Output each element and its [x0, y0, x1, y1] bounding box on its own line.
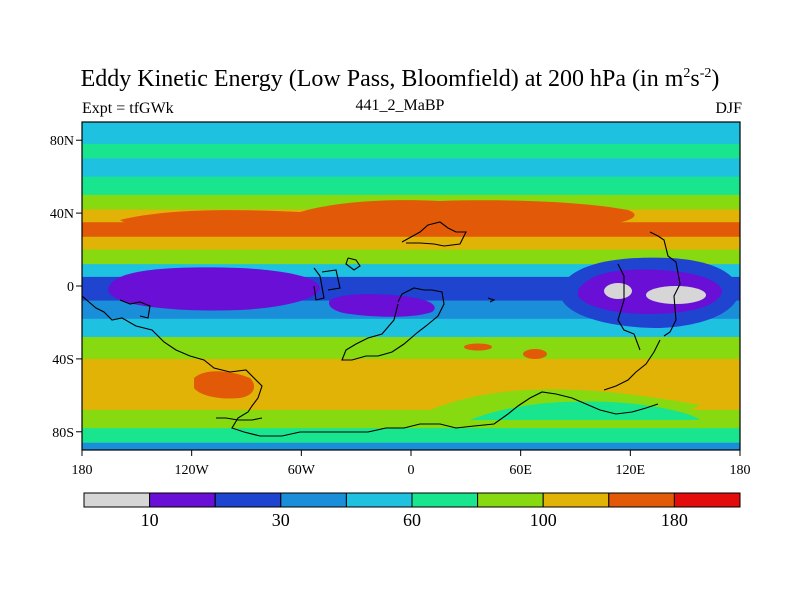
west-pacific-core-1: [604, 283, 632, 299]
sh-cyan-tongue: [470, 401, 700, 420]
colorbar-label: 60: [403, 510, 421, 530]
colorbar-swatch: [673, 492, 741, 508]
map-axes: 180 120W 60W 0 60E 120E 180 80N 40N 0 40S 80S: [50, 134, 751, 478]
tropical-min-east-pacific: [108, 267, 320, 311]
nh-storm-track-max: [120, 200, 635, 236]
colorbar-label: 30: [272, 510, 290, 530]
x-tick-label: 120W: [175, 463, 210, 478]
colorbar-swatch: [345, 492, 413, 508]
x-tick-label: 180: [730, 463, 751, 478]
run-id-label: 441_2_MaBP: [355, 97, 445, 114]
y-tick-label: 40S: [52, 353, 74, 368]
x-tick-label: 60W: [288, 463, 316, 478]
lat-band: [82, 176, 740, 196]
colorbar-swatch: [149, 492, 216, 508]
x-tick-label: 0: [408, 463, 415, 478]
title-close: ): [711, 66, 720, 92]
colorbar-swatch: [83, 492, 151, 508]
chart-title: Eddy Kinetic Energy (Low Pass, Bloomfiel…: [0, 66, 800, 93]
colorbar-swatch: [477, 492, 544, 508]
lat-band: [82, 358, 740, 387]
x-tick-label: 60E: [509, 463, 532, 478]
lat-band: [82, 158, 740, 178]
title-mid: s: [690, 66, 700, 92]
y-tick-label: 40N: [50, 207, 74, 222]
colorbar-swatch: [608, 492, 675, 508]
colorbar-label: 180: [661, 510, 688, 530]
sh-patch-2: [464, 343, 492, 351]
colorbar-swatch: [542, 492, 610, 508]
lat-band: [82, 337, 740, 360]
coastlines: [82, 221, 681, 437]
lat-band: [82, 276, 740, 287]
lat-band: [82, 249, 740, 265]
colorbar-swatch: [280, 492, 347, 508]
sh-max-patch: [194, 371, 255, 399]
experiment-label: Expt = tfGWk: [82, 100, 174, 117]
colorbar: 10 30 60 100 180: [83, 492, 741, 530]
title-sup-1: 2: [683, 66, 691, 81]
lat-band: [82, 318, 740, 338]
colorbar-swatch: [411, 492, 479, 508]
title-main: Eddy Kinetic Energy (Low Pass, Bloomfiel…: [80, 66, 684, 92]
colorbar-label: 100: [530, 510, 557, 530]
colorbar-label: 10: [141, 510, 159, 530]
sh-patch-1: [523, 349, 547, 359]
lat-band: [82, 442, 740, 450]
season-label: DJF: [715, 100, 742, 117]
map-panel: [82, 122, 740, 450]
field-features: [108, 200, 740, 420]
lat-band: [82, 131, 740, 145]
title-sup-2: -2: [699, 66, 712, 81]
lat-band: [82, 122, 740, 132]
y-tick-label: 0: [67, 280, 74, 295]
x-tick-label: 120E: [616, 463, 646, 478]
x-tick-label: 180: [72, 463, 93, 478]
colorbar-swatch: [214, 492, 282, 508]
y-tick-label: 80N: [50, 134, 74, 149]
y-tick-label: 80S: [52, 426, 74, 441]
lat-band: [82, 428, 740, 444]
lat-band: [82, 143, 740, 160]
west-pacific-core-2: [646, 286, 706, 304]
tropical-min-atlantic: [328, 293, 435, 317]
